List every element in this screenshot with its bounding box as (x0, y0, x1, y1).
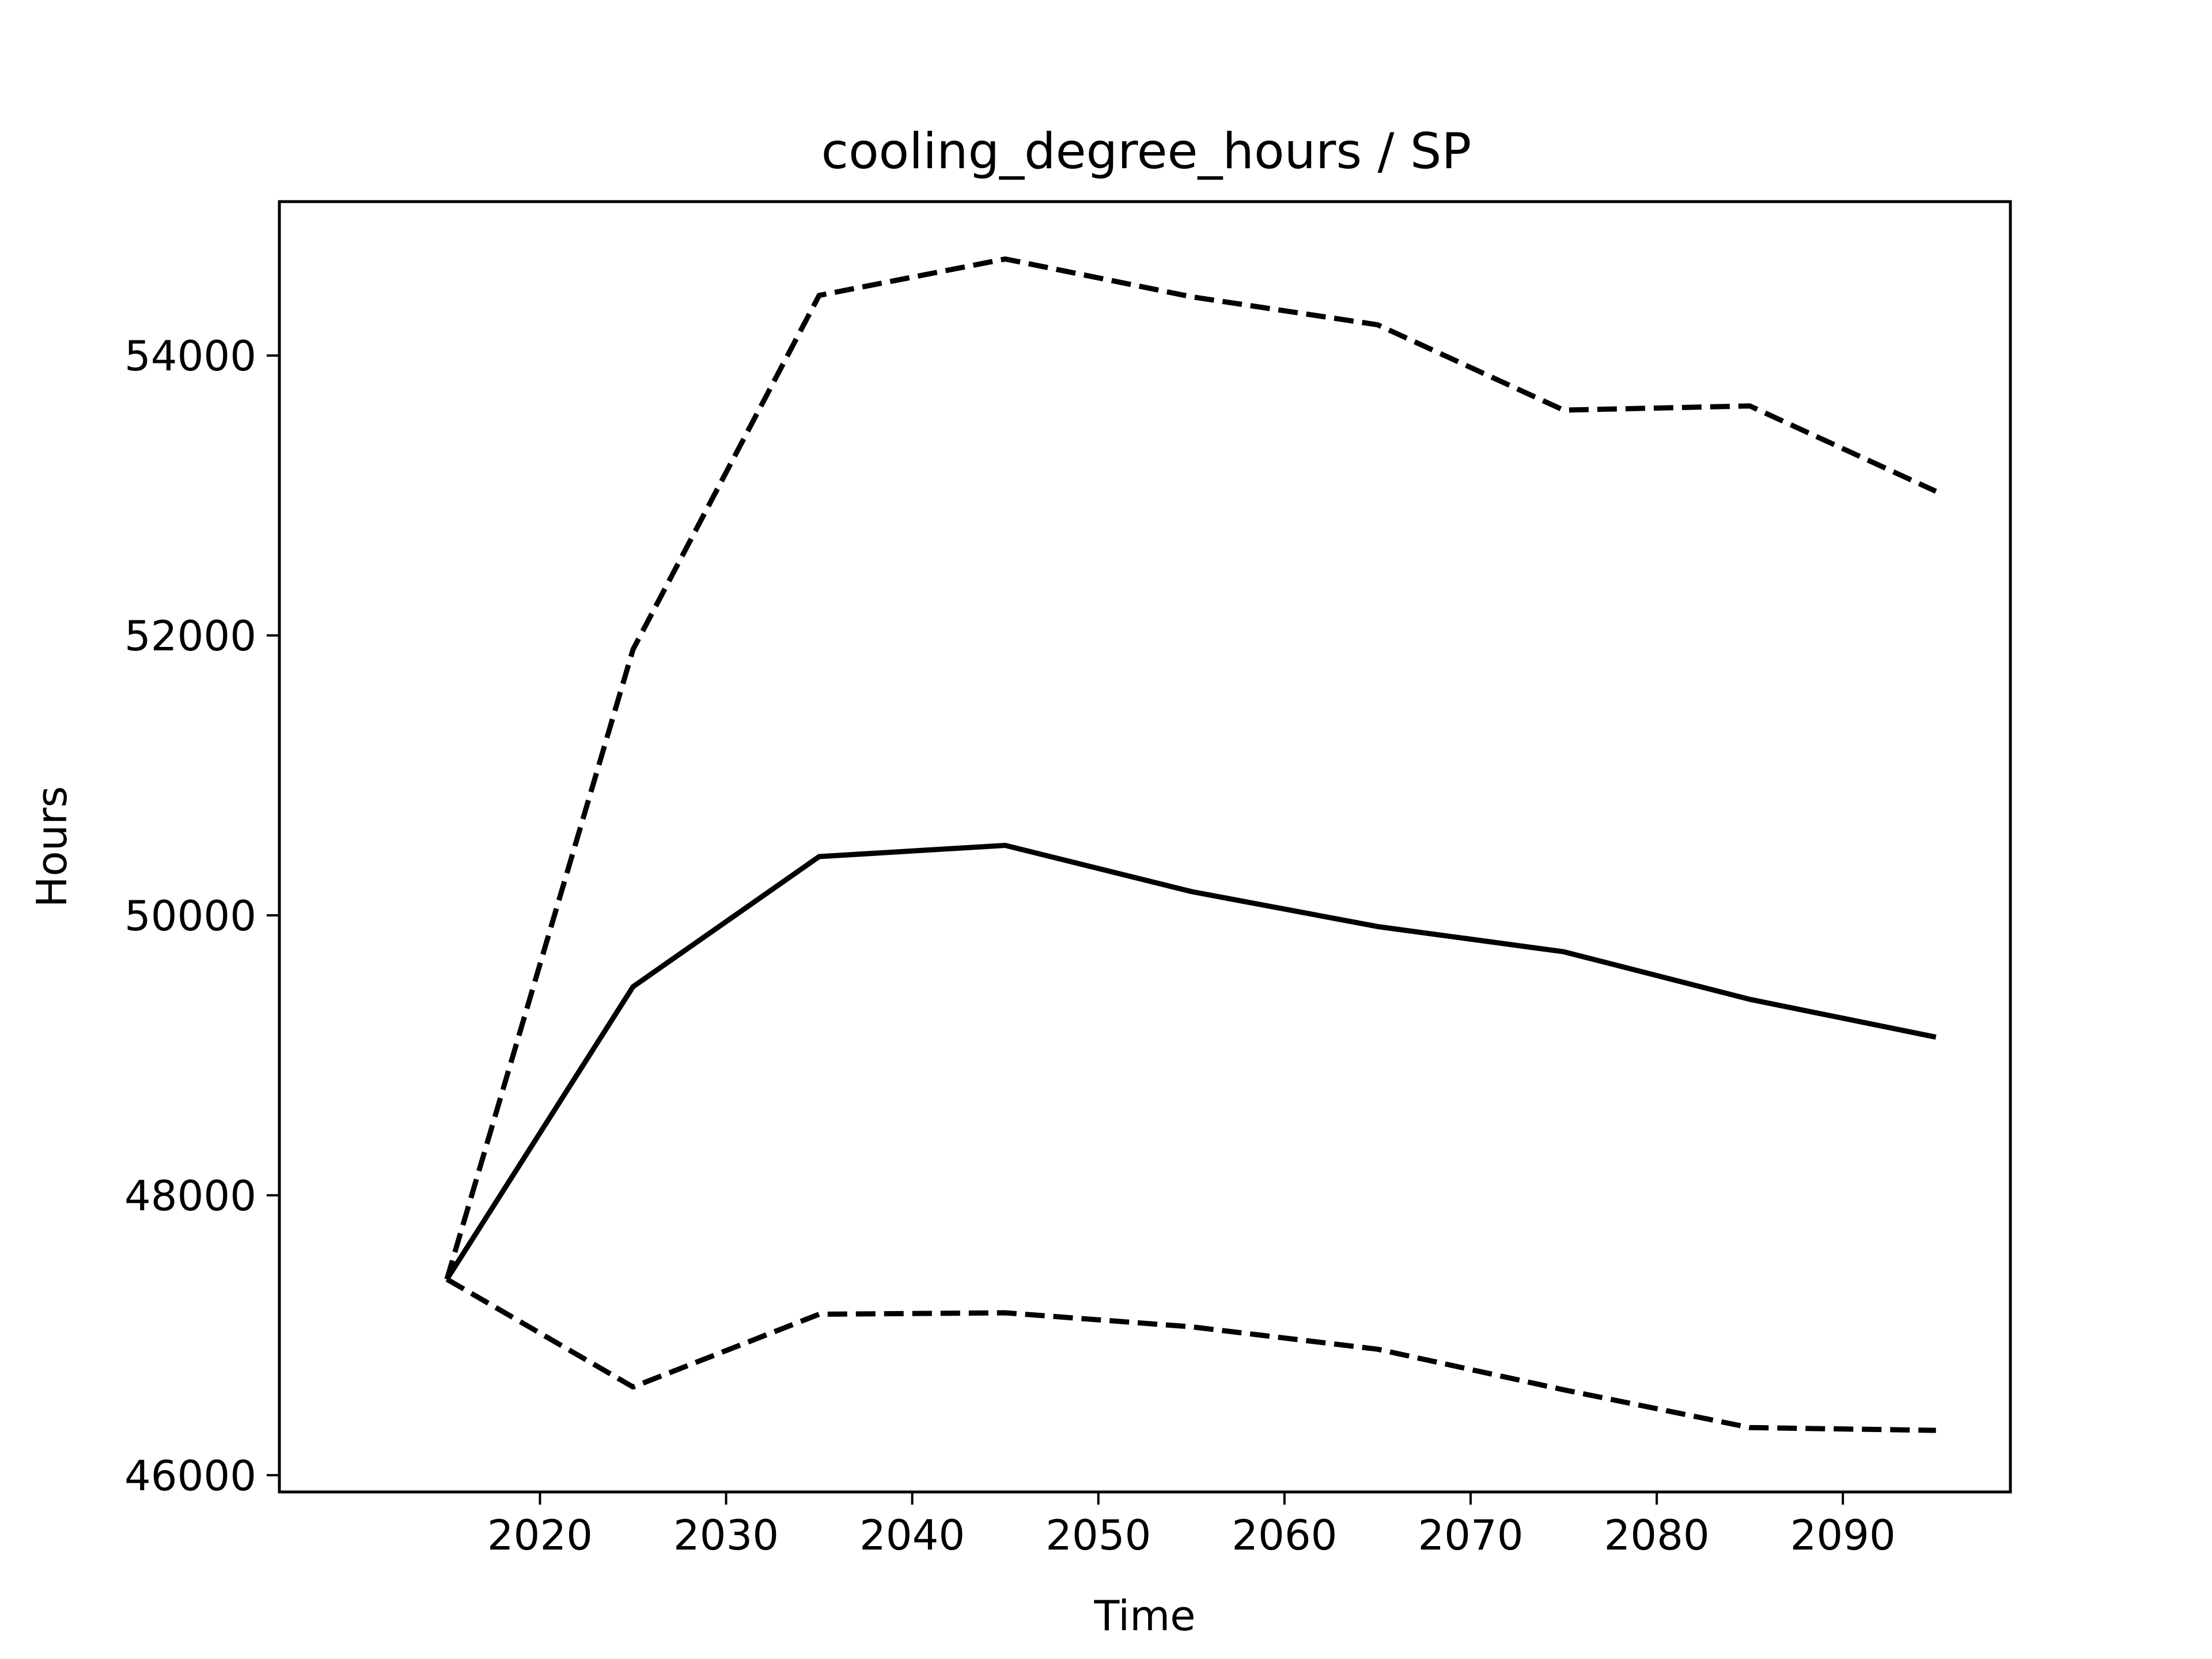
series-line-0 (444, 256, 1937, 1280)
x-tick-label: 2030 (673, 1511, 779, 1559)
x-tick-label: 2080 (1604, 1511, 1709, 1559)
x-axis-label: Time (1093, 1592, 1195, 1640)
x-axis: 2020 2030 2040 2050 2060 2070 2080 2090 (487, 1492, 1896, 1559)
x-tick-label: 2070 (1418, 1511, 1523, 1559)
plot-frame (278, 200, 2012, 1494)
y-tick-label: 52000 (124, 612, 256, 660)
y-axis: 46000 48000 50000 52000 54000 (124, 332, 279, 1500)
series-layer (444, 256, 1937, 1433)
chart-title: cooling_degree_hours / SP (821, 123, 1472, 180)
x-tick-label: 2060 (1232, 1511, 1337, 1559)
series-line-1 (445, 843, 1937, 1281)
y-tick-label: 50000 (124, 892, 256, 940)
series-line-2 (445, 1277, 1936, 1433)
y-tick-label: 54000 (124, 332, 256, 380)
y-tick-label: 46000 (124, 1452, 256, 1500)
x-tick-label: 2040 (859, 1511, 965, 1559)
x-tick-label: 2020 (487, 1511, 593, 1559)
y-tick-label: 48000 (124, 1172, 256, 1220)
x-tick-label: 2090 (1790, 1511, 1896, 1559)
y-axis-label: Hours (28, 786, 76, 908)
x-tick-label: 2050 (1046, 1511, 1151, 1559)
